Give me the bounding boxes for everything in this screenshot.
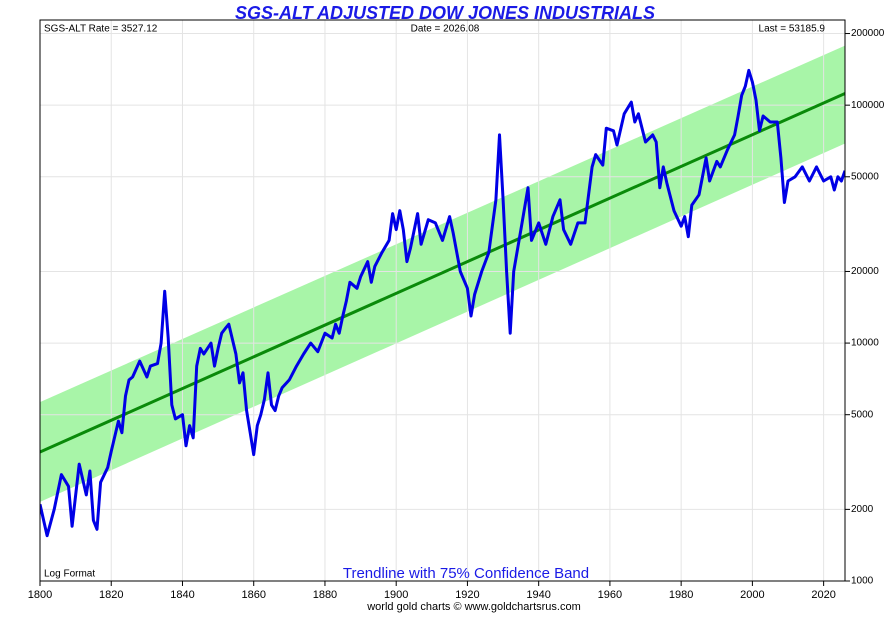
x-tick-label: 1840 — [170, 589, 194, 601]
y-tick-label: 1000 — [851, 576, 874, 587]
trendline — [40, 92, 845, 454]
x-tick-label: 1920 — [455, 589, 479, 601]
footer: world gold charts © www.goldchartsrus.co… — [366, 601, 581, 613]
band-note: Trendline with 75% Confidence Band — [343, 565, 589, 582]
y-tick-label: 100000 — [851, 100, 885, 111]
x-tick-label: 1940 — [526, 589, 550, 601]
y-tick-label: 10000 — [851, 338, 879, 349]
x-tick-label: 1860 — [241, 589, 265, 601]
chart-title: SGS-ALT ADJUSTED DOW JONES INDUSTRIALS — [235, 3, 655, 23]
x-tick-label: 1900 — [384, 589, 408, 601]
data-line — [40, 68, 845, 538]
info-center: Date = 2026.08 — [411, 24, 480, 35]
x-tick-label: 1880 — [313, 589, 337, 601]
info-left: SGS-ALT Rate = 3527.12 — [44, 24, 158, 35]
x-tick-label: 1820 — [99, 589, 123, 601]
x-tick-label: 2020 — [811, 589, 835, 601]
y-tick-label: 200000 — [851, 28, 885, 39]
x-tick-label: 2000 — [740, 589, 764, 601]
y-tick-label: 2000 — [851, 504, 874, 515]
x-tick-label: 1800 — [28, 589, 52, 601]
y-tick-label: 50000 — [851, 171, 879, 182]
x-tick-label: 1980 — [669, 589, 693, 601]
y-tick-label: 20000 — [851, 266, 879, 277]
y-tick-label: 5000 — [851, 409, 874, 420]
info-right: Last = 53185.9 — [759, 24, 826, 35]
scale-note: Log Format — [44, 569, 95, 580]
x-tick-label: 1960 — [598, 589, 622, 601]
plot-frame — [39, 19, 846, 582]
